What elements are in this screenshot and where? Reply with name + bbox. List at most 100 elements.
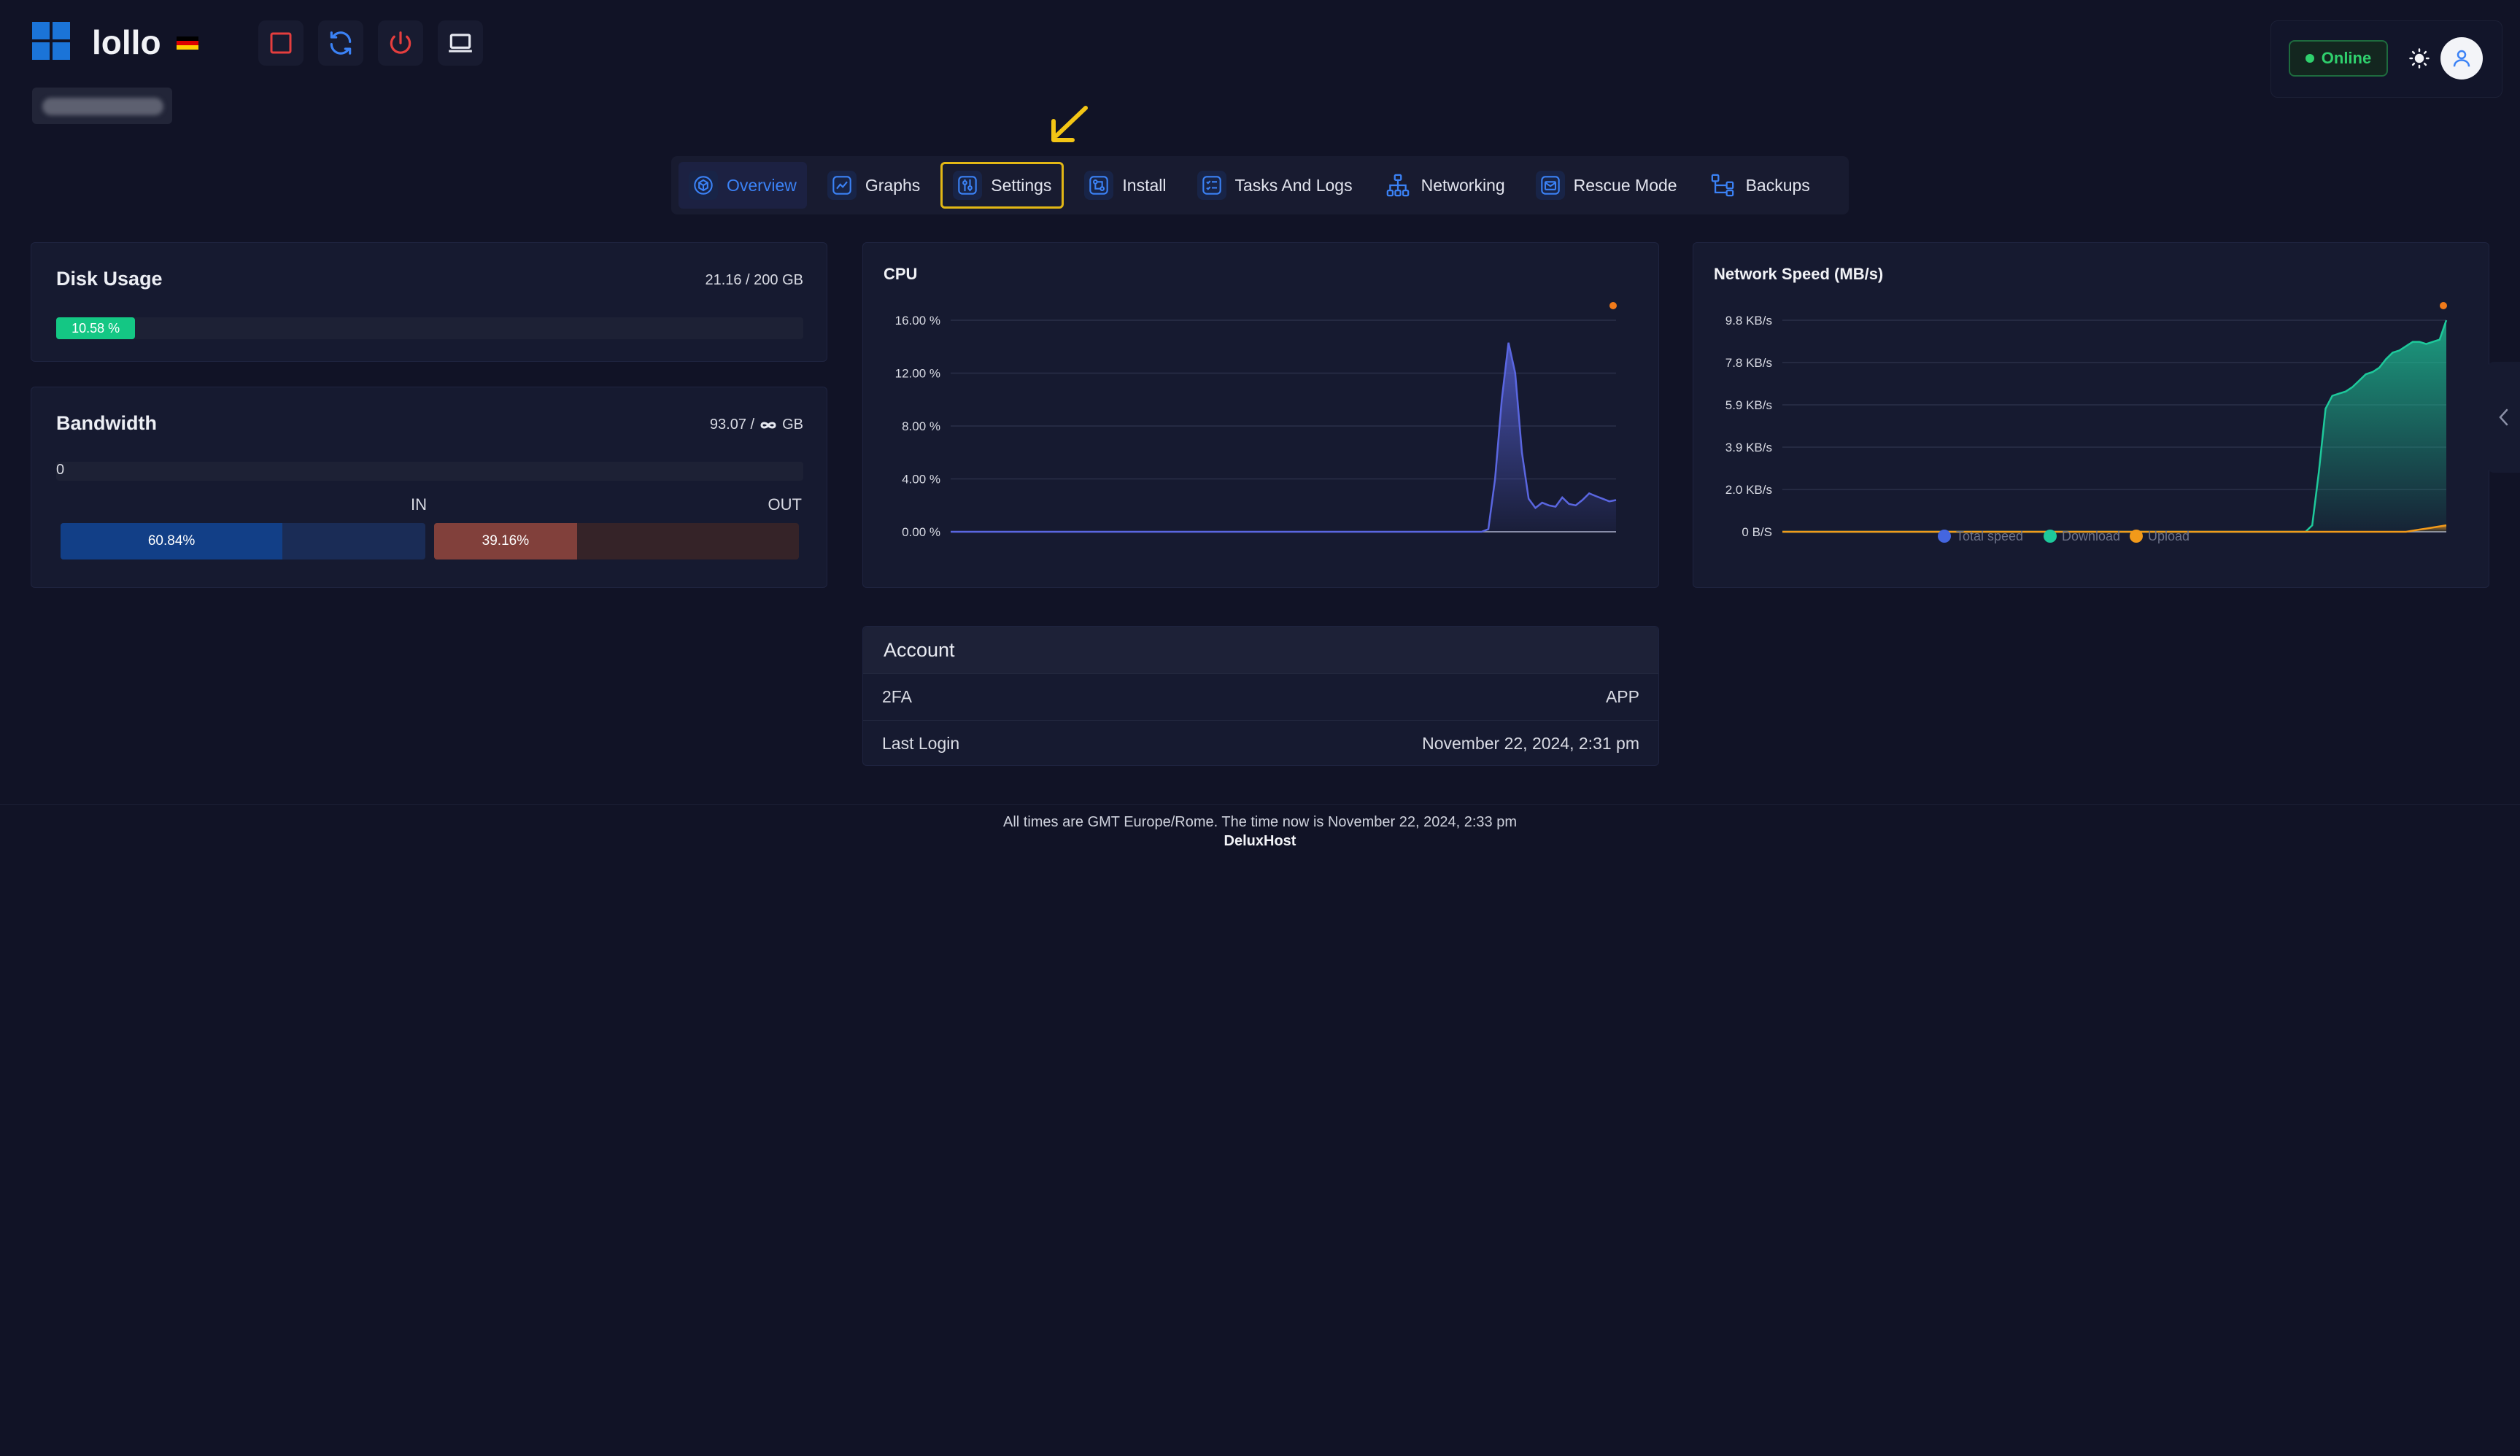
legend-swatch [1938, 530, 1951, 543]
bandwidth-total-progress [56, 462, 803, 481]
sun-icon [2409, 48, 2430, 69]
restart-button[interactable] [318, 20, 363, 66]
bandwidth-usage-value: 93.07 / GB [710, 417, 803, 433]
legend-swatch [2130, 530, 2143, 543]
tab-label: Graphs [865, 175, 921, 195]
y-tick-label: 3.9 KB/s [1725, 441, 1772, 454]
user-icon [2453, 50, 2470, 67]
theme-toggle-button[interactable] [2401, 40, 2438, 77]
app-logo[interactable] [32, 22, 70, 60]
install-icon [1084, 171, 1114, 200]
server-address-redacted [32, 88, 172, 124]
sidebar-toggle-button[interactable] [2488, 362, 2520, 473]
network-speed-chart-card: Network Speed (MB/s) 9.8 KB/s 7.8 KB/s 5.9… [1693, 242, 2489, 588]
stop-button[interactable] [258, 20, 304, 66]
tab-label: Settings [991, 175, 1052, 195]
chart-title: CPU [884, 265, 918, 283]
tab-networking[interactable]: Networking [1373, 162, 1515, 209]
restart-icon [330, 31, 352, 55]
bandwidth-unit: GB [782, 417, 803, 433]
status-label: Online [2321, 49, 2372, 67]
bandwidth-in-label: IN [411, 495, 427, 514]
network-speed-chart: 9.8 KB/s 7.8 KB/s 5.9 KB/s 3.9 KB/s 2.0 KB/s… [1725, 302, 2448, 543]
tab-backups[interactable]: Backups [1698, 162, 1820, 209]
console-icon [449, 34, 472, 53]
disk-usage-progress: 10.58 % [56, 317, 803, 339]
row-value: November 22, 2024, 2:31 pm [1422, 734, 1639, 753]
tab-rescue-mode[interactable]: Rescue Mode [1526, 162, 1688, 209]
series-area [951, 342, 1616, 532]
y-tick-label: 0.00 % [902, 525, 940, 539]
user-avatar-button[interactable] [2440, 37, 2483, 80]
tab-overview[interactable]: Overview [679, 162, 807, 209]
y-tick-label: 7.8 KB/s [1725, 356, 1772, 370]
server-name: lollo [92, 23, 161, 61]
status-badge: Online [2289, 40, 2388, 77]
disk-usage-fill: 10.58 % [56, 317, 136, 339]
series-line [951, 342, 1617, 533]
chart-line-icon [827, 171, 857, 200]
chevron-left-icon [2499, 408, 2508, 426]
backup-icon [1708, 171, 1737, 200]
disk-usage-value: 21.16 / 200 GB [705, 272, 803, 288]
tab-label: Networking [1421, 175, 1505, 195]
footer: All times are GMT Europe/Rome. The time … [0, 813, 2520, 851]
list-checks-icon [1197, 171, 1226, 200]
y-tick-label: 9.8 KB/s [1725, 314, 1772, 328]
legend-label: Total speed [1956, 529, 2023, 543]
card-title: Disk Usage [56, 268, 163, 290]
y-tick-label: 4.00 % [902, 473, 940, 487]
y-tick-label: 8.00 % [902, 419, 940, 433]
y-tick-label: 16.00 % [895, 314, 940, 328]
y-tick-label: 5.9 KB/s [1725, 398, 1772, 412]
row-label: 2FA [882, 687, 912, 706]
tab-graphs[interactable]: Graphs [817, 162, 930, 209]
y-tick-label: 2.0 KB/s [1725, 483, 1772, 497]
bandwidth-out-fill: 39.16% [434, 523, 577, 559]
tab-label: Overview [727, 175, 797, 195]
bandwidth-in-fill: 60.84% [61, 523, 283, 559]
tab-label: Backups [1745, 175, 1810, 195]
bandwidth-in-bar: 60.84% [61, 523, 425, 559]
legend-marker-dot [2440, 302, 2447, 309]
cube-icon [689, 171, 718, 200]
tab-settings[interactable]: Settings [940, 162, 1064, 209]
row-value: APP [1605, 687, 1639, 706]
power-button[interactable] [378, 20, 423, 66]
bandwidth-out-bar: 39.16% [434, 523, 799, 559]
server-tab-bar: Overview Graphs Settings Install Tasks A… [671, 156, 1849, 214]
footer-divider [0, 804, 2520, 805]
console-button[interactable] [438, 20, 483, 66]
account-row-2fa: 2FA APP [863, 673, 1658, 720]
y-tick-label: 0 B/S [1742, 525, 1772, 539]
cpu-chart: 16.00 % 12.00 % 8.00 % 4.00 % 0.00 % [895, 302, 1617, 539]
sliders-icon [953, 171, 983, 200]
legend-marker-dot [1609, 302, 1617, 309]
series-line [1782, 524, 2447, 533]
network-icon [1383, 171, 1412, 200]
chart-title: Network Speed (MB/s) [1714, 265, 1884, 283]
germany-flag-icon [177, 36, 198, 50]
y-tick-label: 12.00 % [895, 367, 940, 381]
legend-label: Download [2062, 529, 2120, 543]
power-icon [390, 31, 411, 54]
tab-label: Rescue Mode [1573, 175, 1677, 195]
bandwidth-zero-label: 0 [56, 462, 65, 478]
infinity-icon [760, 422, 776, 428]
disk-usage-card: Disk Usage 21.16 / 200 GB 10.58 % [31, 242, 827, 362]
account-card: Account 2FA APP Last Login November 22, … [862, 626, 1659, 766]
mail-icon [1535, 171, 1565, 200]
series-area [1782, 320, 2446, 532]
bandwidth-card: Bandwidth 93.07 / GB 0 IN OUT 60.84% 39.… [31, 387, 827, 588]
legend-label: Upload [2148, 529, 2189, 543]
account-row-last-login: Last Login November 22, 2024, 2:31 pm [863, 720, 1658, 767]
stop-icon [270, 32, 292, 54]
footer-brand: DeluxHost [1224, 833, 1296, 849]
card-title: Bandwidth [56, 412, 157, 434]
row-label: Last Login [882, 734, 960, 753]
bandwidth-used: 93.07 / [709, 417, 755, 433]
tab-install[interactable]: Install [1074, 162, 1176, 209]
status-dot-icon [2305, 54, 2314, 63]
tab-tasks-and-logs[interactable]: Tasks And Logs [1187, 162, 1363, 209]
cpu-chart-card: CPU 16.00 % 12.00 % 8.00 % 4.00 % 0.00 % [862, 242, 1659, 588]
